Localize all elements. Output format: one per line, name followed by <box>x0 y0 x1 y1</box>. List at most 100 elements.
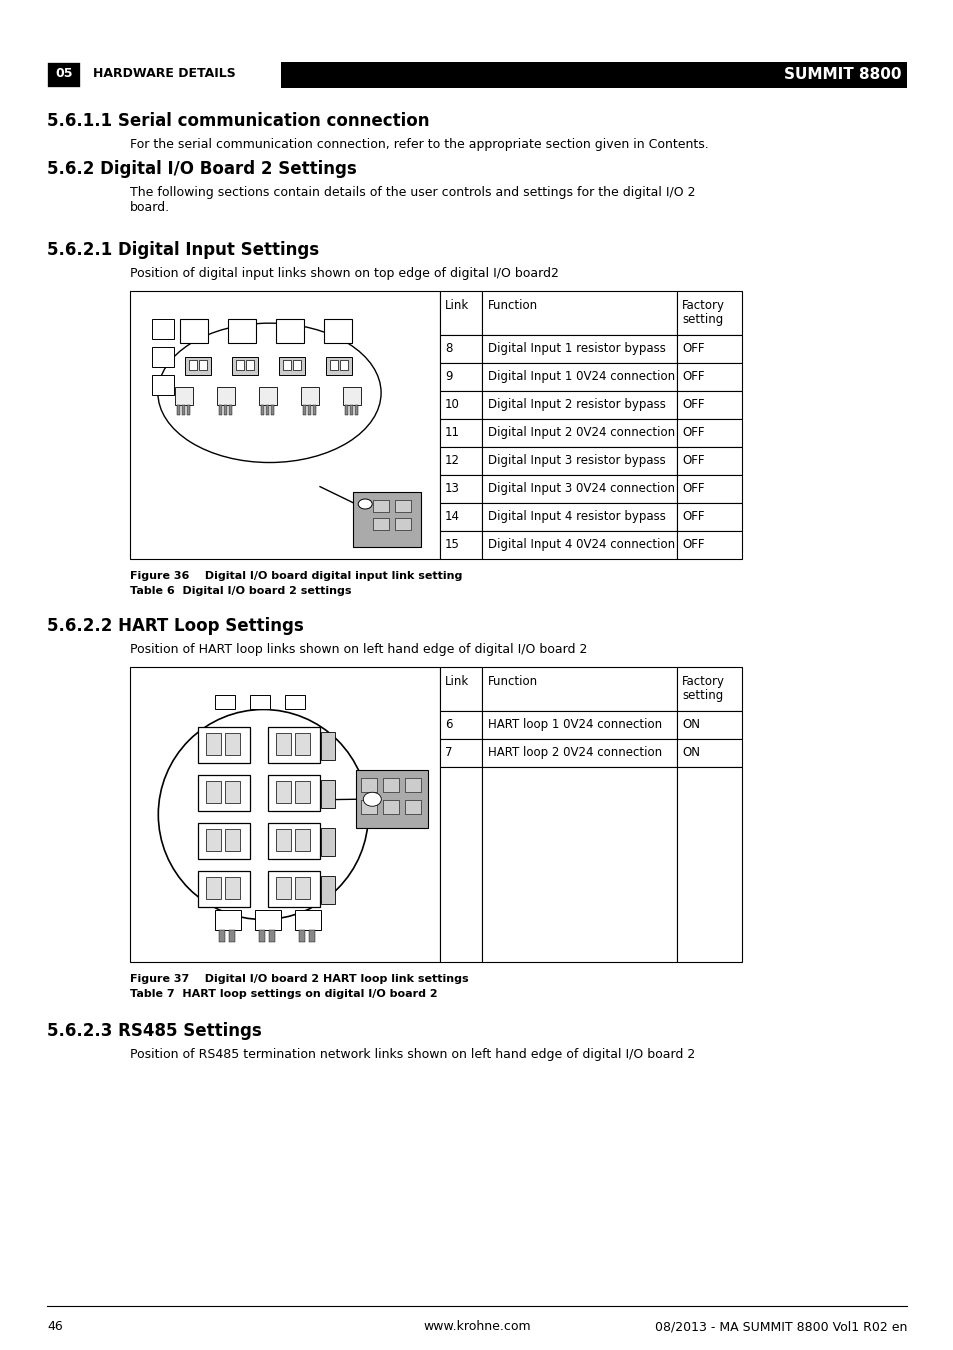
Bar <box>206 829 221 850</box>
Bar <box>439 363 481 392</box>
Bar <box>276 878 291 899</box>
Bar <box>206 782 221 803</box>
Bar <box>481 392 677 418</box>
Bar <box>198 871 250 907</box>
Bar <box>259 930 265 942</box>
Bar <box>295 910 321 930</box>
Bar <box>250 695 270 709</box>
Text: Digital Input 1 resistor bypass: Digital Input 1 resistor bypass <box>488 342 665 355</box>
Bar <box>353 491 421 547</box>
Text: 5.6.1.1 Serial communication connection: 5.6.1.1 Serial communication connection <box>47 112 429 130</box>
Bar <box>373 518 389 531</box>
Text: OFF: OFF <box>681 370 703 383</box>
Bar <box>283 360 291 370</box>
Bar <box>225 878 240 899</box>
Ellipse shape <box>363 792 381 806</box>
Text: OFF: OFF <box>681 342 703 355</box>
Bar <box>261 405 264 414</box>
Bar <box>199 360 207 370</box>
Bar <box>361 801 376 814</box>
Bar <box>268 728 320 763</box>
Bar <box>295 782 310 803</box>
Text: Digital Input 2 0V24 connection: Digital Input 2 0V24 connection <box>488 427 675 439</box>
Text: Table 6  Digital I/O board 2 settings: Table 6 Digital I/O board 2 settings <box>130 586 351 595</box>
Text: 14: 14 <box>444 510 459 522</box>
Bar <box>481 767 677 963</box>
Bar <box>330 360 337 370</box>
Text: For the serial communication connection, refer to the appropriate section given : For the serial communication connection,… <box>130 138 708 151</box>
Text: 12: 12 <box>444 454 459 467</box>
Bar <box>215 910 241 930</box>
Bar <box>439 475 481 504</box>
Text: OFF: OFF <box>681 539 703 551</box>
Bar <box>481 363 677 392</box>
Bar <box>677 738 741 767</box>
Bar <box>130 292 439 559</box>
Bar <box>235 360 244 370</box>
Bar <box>481 738 677 767</box>
Bar <box>216 387 234 405</box>
Bar <box>481 504 677 531</box>
Text: OFF: OFF <box>681 510 703 522</box>
Bar <box>439 667 481 711</box>
Bar <box>383 801 399 814</box>
Text: 6: 6 <box>444 718 452 730</box>
Bar <box>439 335 481 363</box>
Bar <box>361 778 376 792</box>
Text: The following sections contain details of the user controls and settings for the: The following sections contain details o… <box>130 186 695 198</box>
Bar <box>677 335 741 363</box>
Text: 05: 05 <box>55 68 72 80</box>
Bar <box>481 667 677 711</box>
Bar <box>225 733 240 755</box>
Bar <box>481 475 677 504</box>
Text: board.: board. <box>130 201 170 215</box>
Bar <box>276 829 291 850</box>
Bar <box>439 711 481 738</box>
Text: Factory: Factory <box>681 298 724 312</box>
Bar <box>677 363 741 392</box>
Bar <box>152 375 173 396</box>
Bar <box>677 711 741 738</box>
Ellipse shape <box>357 500 372 509</box>
Text: Figure 37    Digital I/O board 2 HART loop link settings: Figure 37 Digital I/O board 2 HART loop … <box>130 973 468 984</box>
Text: 5.6.2 Digital I/O Board 2 Settings: 5.6.2 Digital I/O Board 2 Settings <box>47 161 356 178</box>
Bar <box>481 531 677 559</box>
Bar <box>677 767 741 963</box>
Bar <box>439 392 481 418</box>
Bar <box>219 930 225 942</box>
Text: OFF: OFF <box>681 427 703 439</box>
Bar <box>275 319 304 343</box>
Bar <box>229 405 232 414</box>
Bar <box>266 405 269 414</box>
Bar <box>198 775 250 811</box>
Bar <box>326 356 352 375</box>
Text: 15: 15 <box>444 539 459 551</box>
Bar <box>189 360 196 370</box>
Text: Digital Input 1 0V24 connection: Digital Input 1 0V24 connection <box>488 370 675 383</box>
Bar <box>439 504 481 531</box>
Bar <box>198 824 250 859</box>
Bar <box>405 778 421 792</box>
Bar <box>174 387 193 405</box>
Text: Position of digital input links shown on top edge of digital I/O board2: Position of digital input links shown on… <box>130 267 558 279</box>
Text: Link: Link <box>444 675 469 688</box>
Bar <box>276 733 291 755</box>
Bar <box>255 910 281 930</box>
Bar <box>677 418 741 447</box>
Bar <box>130 667 439 963</box>
Text: 9: 9 <box>444 370 452 383</box>
Bar <box>215 695 235 709</box>
Bar <box>313 405 315 414</box>
Text: SUMMIT 8800: SUMMIT 8800 <box>783 68 901 82</box>
Bar <box>677 531 741 559</box>
Bar <box>228 319 255 343</box>
Bar <box>439 447 481 475</box>
Bar <box>405 801 421 814</box>
Bar <box>481 418 677 447</box>
Text: Function: Function <box>488 298 537 312</box>
Text: Digital Input 3 0V24 connection: Digital Input 3 0V24 connection <box>488 482 675 495</box>
Bar <box>373 500 389 512</box>
Text: 10: 10 <box>444 398 459 410</box>
Text: Position of RS485 termination network links shown on left hand edge of digital I: Position of RS485 termination network li… <box>130 1048 695 1061</box>
Bar <box>276 782 291 803</box>
